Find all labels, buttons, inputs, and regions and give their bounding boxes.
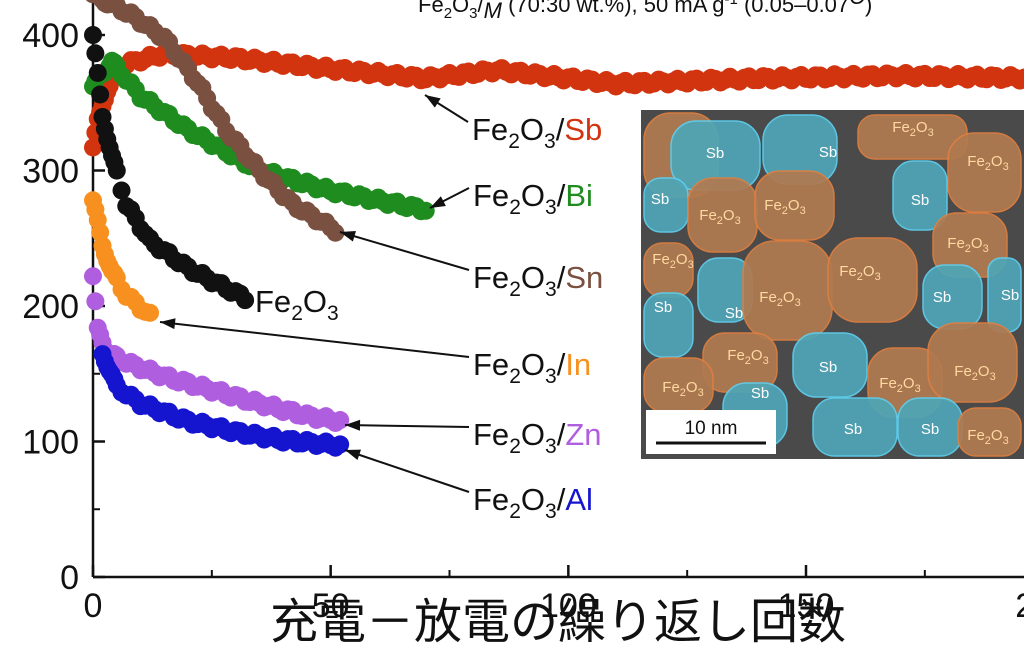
- inset-label-sb: Sb: [819, 359, 837, 376]
- inset-label-fe2o3: Fe2O3: [652, 251, 693, 271]
- x-tick-label: 0: [84, 587, 103, 625]
- annotation-arrow: [339, 231, 470, 271]
- inset-label-sb: Sb: [933, 289, 951, 306]
- data-point: [91, 223, 110, 242]
- inset-label-fe2o3: Fe2O3: [892, 119, 933, 139]
- data-point: [91, 85, 110, 104]
- series-marks: [84, 0, 1024, 457]
- y-tick-label: 300: [22, 153, 79, 191]
- series-label-in: Fe2O3/In: [473, 347, 591, 388]
- series-label-sb: Fe2O3/Sb: [472, 112, 602, 153]
- inset-label-fe2o3: Fe2O3: [759, 289, 800, 309]
- inset-label-fe2o3: Fe2O3: [699, 207, 740, 227]
- scale-bar-label: 10 nm: [685, 418, 738, 439]
- arrowhead-icon: [425, 95, 441, 108]
- x-tick-label: 50: [312, 587, 350, 625]
- title-text: Fe2O3/M (70:30 wt.%), 50 mA g-1 (0.05–0.…: [418, 0, 872, 23]
- data-point: [1020, 68, 1024, 83]
- arrowhead-icon: [340, 230, 356, 242]
- series-sn: [85, 0, 345, 242]
- annotation-arrow: [159, 321, 470, 358]
- data-point: [84, 26, 102, 44]
- tem-inset-image: Sb Sb Fe2O3 Fe2O3 Sb Fe2O3 Fe2O3 Sb Fe2O3 Fe2O3 Fe…: [641, 110, 1024, 459]
- fe2o3-grain: [827, 237, 918, 323]
- annotation-arrow: [344, 449, 470, 493]
- inset-label-sb: Sb: [1001, 287, 1019, 304]
- inset-label-fe2o3: Fe2O3: [879, 375, 920, 395]
- series-fe2o3: [84, 26, 255, 310]
- data-point: [112, 181, 131, 200]
- inset-label-sb: Sb: [654, 299, 672, 316]
- x-tick-label: 200: [1015, 587, 1024, 625]
- inset-label-sb: Sb: [706, 145, 724, 162]
- x-tick-label: 150: [778, 587, 835, 625]
- data-point: [86, 44, 105, 63]
- data-point: [84, 267, 102, 286]
- data-point: [141, 303, 160, 322]
- series-sb: [84, 42, 1024, 157]
- inset-label-sb: Sb: [651, 191, 669, 208]
- sb-grain: [812, 397, 898, 457]
- scale-bar-box: [646, 410, 776, 454]
- inset-label-fe2o3: Fe2O3: [727, 347, 768, 367]
- data-point: [236, 291, 255, 310]
- x-axis-label: 充電－放電の繰り返し回数: [270, 596, 846, 647]
- inset-label-sb: Sb: [751, 385, 769, 402]
- series-label-fe2o3: Fe2O3: [255, 284, 339, 325]
- inset-label-sb: Sb: [921, 421, 939, 438]
- fe2o3-grain: [754, 170, 835, 241]
- data-point: [416, 201, 435, 220]
- y-tick-label: 100: [22, 424, 79, 462]
- inset-label-fe2o3: Fe2O3: [967, 427, 1008, 447]
- data-point: [88, 63, 107, 82]
- arrowhead-icon: [345, 449, 361, 461]
- inset-label-sb: Sb: [819, 144, 837, 161]
- inset-label-fe2o3: Fe2O3: [947, 235, 988, 255]
- axes: 0 100 200 300 400 0 50 100 150 200: [22, 0, 1024, 625]
- sb-grain: [892, 160, 948, 231]
- inset-label-fe2o3: Fe2O3: [662, 379, 703, 399]
- y-tick-label: 400: [22, 17, 79, 55]
- series-label-zn: Fe2O3/Zn: [473, 417, 602, 458]
- annotations: Fe2O3/Sb Fe2O3/Bi Fe2O3/Sn Fe2O3 Fe2O3/In Fe2…: [159, 94, 603, 523]
- inset-label-sb: Sb: [725, 305, 743, 322]
- x-tick-label: 100: [540, 587, 597, 625]
- series-label-bi: Fe2O3/Bi: [473, 178, 593, 219]
- data-point: [331, 435, 350, 454]
- data-point: [84, 138, 102, 157]
- arrowhead-icon: [430, 196, 446, 208]
- data-point: [86, 292, 105, 311]
- y-tick-label: 200: [22, 288, 79, 326]
- inset-label-sb: Sb: [911, 192, 929, 209]
- series-al: [93, 345, 350, 457]
- sb-grain: [643, 292, 694, 358]
- data-point: [326, 223, 345, 242]
- chart-title: Fe2O3/M (70:30 wt.%), 50 mA g-1 (0.05–0.…: [418, 0, 872, 23]
- inset-label-fe2o3: Fe2O3: [967, 153, 1008, 173]
- data-point: [107, 161, 126, 180]
- series-label-al: Fe2O3/Al: [473, 482, 593, 523]
- series-in: [84, 191, 160, 322]
- fe2o3-grain: [927, 322, 1018, 403]
- arrowhead-icon: [160, 318, 176, 330]
- fe2o3-grain: [947, 132, 1022, 213]
- annotation-arrow: [344, 424, 470, 428]
- series-label-sn: Fe2O3/Sn: [473, 260, 603, 301]
- sb-grain: [792, 332, 868, 398]
- arrowhead-icon: [345, 419, 361, 431]
- inset-label-fe2o3: Fe2O3: [954, 363, 995, 383]
- inset-label-fe2o3: Fe2O3: [839, 263, 880, 283]
- y-tick-label: 0: [60, 559, 79, 597]
- data-point: [331, 411, 350, 430]
- inset-label-sb: Sb: [844, 421, 862, 438]
- inset-label-fe2o3: Fe2O3: [764, 197, 805, 217]
- fe2o3-grain: [957, 407, 1022, 457]
